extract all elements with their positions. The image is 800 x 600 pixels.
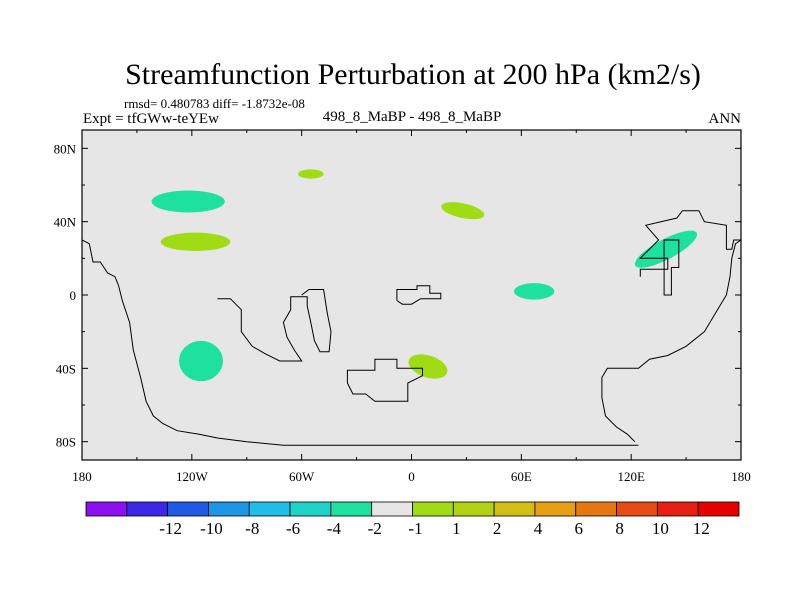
case-label: 498_8_MaBP - 498_8_MaBP xyxy=(323,109,502,125)
x-tick-label: 60E xyxy=(511,469,532,484)
y-tick-label: 40N xyxy=(54,215,77,230)
colorbar-label: 1 xyxy=(452,519,461,538)
coastline-4 xyxy=(396,285,442,305)
colorbar-swatch xyxy=(616,501,658,517)
coastline-6 xyxy=(663,239,680,296)
colorbar-label: 12 xyxy=(693,519,710,538)
negative-anomaly-south-pacific xyxy=(179,340,223,382)
season-label: ANN xyxy=(709,111,742,127)
colorbar-label: -4 xyxy=(327,519,342,538)
coastline-0 xyxy=(81,239,639,446)
positive-anomaly-north-pacific xyxy=(160,232,231,251)
positive-anomaly-arctic xyxy=(298,169,324,179)
chart-title: Streamfunction Perturbation at 200 hPa (… xyxy=(125,58,701,91)
coastline-3 xyxy=(346,358,423,402)
colorbar-swatch xyxy=(412,501,454,517)
coastline-2 xyxy=(217,289,332,362)
colorbar-label: -1 xyxy=(408,519,422,538)
map-plot: 180 120W 60W 0 60E 120E 180 80N 40N 0 40S 80S xyxy=(54,129,751,484)
x-tick-label: 120W xyxy=(176,469,209,484)
colorbar-label: -10 xyxy=(200,519,223,538)
colorbar-swatch xyxy=(493,501,536,517)
positive-anomaly-mediterranean xyxy=(441,202,485,220)
colorbar-swatch xyxy=(85,501,128,517)
rmsd-label: rmsd= 0.480783 diff= -1.8732e-08 xyxy=(124,96,305,111)
map-background xyxy=(82,130,741,460)
y-tick-label: 80N xyxy=(54,141,77,156)
colorbar-swatch xyxy=(289,501,332,517)
colorbar-label: -6 xyxy=(286,519,300,538)
negative-anomaly-indian-ocean xyxy=(514,283,555,300)
colorbar-swatch xyxy=(534,501,577,517)
negative-anomaly-north-pacific xyxy=(151,190,225,213)
colorbar-swatch xyxy=(126,501,169,517)
colorbar-label: -12 xyxy=(159,519,182,538)
colorbar-swatch xyxy=(697,501,740,517)
x-tick-label: 60W xyxy=(289,469,315,484)
colorbar-label: -2 xyxy=(368,519,382,538)
colorbar-label: 8 xyxy=(615,519,624,538)
colorbar-swatch xyxy=(208,501,250,517)
positive-anomaly-south-atlantic xyxy=(408,354,448,379)
colorbar-label: 4 xyxy=(534,519,543,538)
coastline-5 xyxy=(639,210,741,277)
x-tick-label: 120E xyxy=(617,469,645,484)
colorbar-label: 10 xyxy=(652,519,669,538)
colorbar-swatch xyxy=(330,501,373,517)
colorbar-swatch xyxy=(656,501,699,517)
colorbar-swatch xyxy=(167,501,209,517)
colorbar-swatch xyxy=(371,501,413,517)
y-tick-label: 80S xyxy=(56,435,76,450)
colorbar-swatch xyxy=(248,501,291,517)
x-tick-label: 0 xyxy=(408,469,415,484)
colorbar-swatch xyxy=(575,501,617,517)
colorbar-label: -8 xyxy=(245,519,259,538)
colorbar: -12 -10 -8 -6 -4 -2 -1 1 2 4 6 8 10 12 xyxy=(85,501,740,538)
x-tick-label: 180 xyxy=(731,469,751,484)
colorbar-label: 2 xyxy=(493,519,502,538)
x-tick-label: 180 xyxy=(72,469,92,484)
colorbar-label: 6 xyxy=(575,519,584,538)
experiment-label: Expt = tfGWw-teYEw xyxy=(83,111,219,127)
coastline-1 xyxy=(601,239,742,443)
colorbar-swatch xyxy=(452,501,495,517)
y-tick-label: 0 xyxy=(70,288,77,303)
y-tick-label: 40S xyxy=(56,361,76,376)
